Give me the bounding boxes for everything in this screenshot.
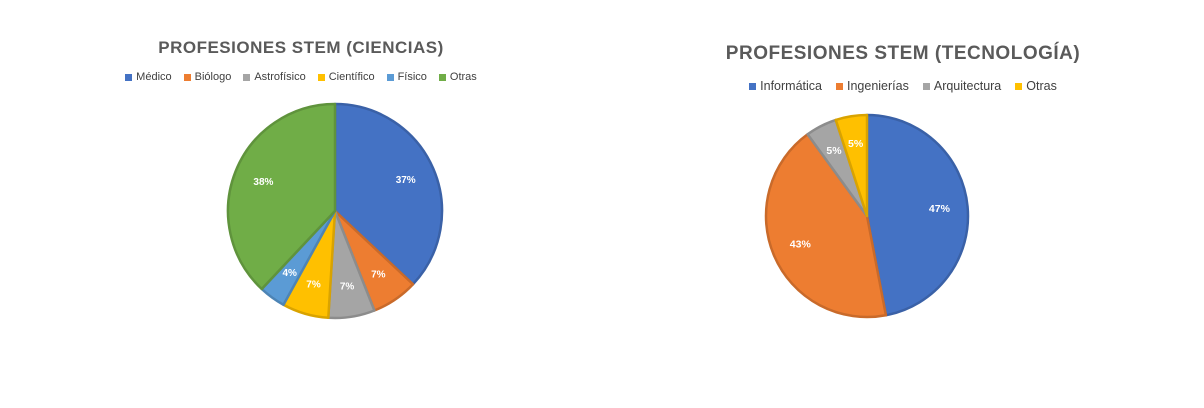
legend-item-otras: Otras — [1015, 79, 1057, 93]
legend-item-medico: Médico — [125, 71, 172, 83]
legend-swatch — [922, 82, 930, 90]
legend-item-biologo: Biólogo — [183, 71, 232, 83]
data-label-otras: 5% — [848, 138, 864, 150]
data-label-biologo: 7% — [371, 269, 386, 280]
legend-swatch — [243, 73, 251, 81]
legend-swatch — [386, 73, 394, 81]
pie-slice-medico — [333, 102, 444, 286]
legend-label: Biólogo — [194, 71, 232, 83]
pie-slice-otras — [834, 113, 869, 218]
data-label-astrofisico: 7% — [340, 282, 355, 293]
legend-label: Médico — [136, 71, 172, 83]
legend-item-astrofisico: Astrofísico — [243, 71, 306, 83]
legend-swatch — [317, 73, 325, 81]
data-label-fisico: 4% — [282, 268, 297, 279]
legend-item-otras: Otras — [438, 71, 477, 83]
legend-item-ingenierias: Ingenierías — [836, 79, 909, 93]
legend-swatch — [183, 73, 191, 81]
legend-item-fisico: Físico — [386, 71, 427, 83]
data-label-medico: 37% — [396, 175, 416, 186]
data-label-arquitectura: 5% — [826, 145, 842, 157]
legend-swatch — [1015, 82, 1023, 90]
legend-swatch — [438, 73, 446, 81]
legend-swatch — [836, 82, 843, 90]
legend-item-informatica: Informática — [749, 79, 822, 93]
legend-swatch — [125, 73, 133, 81]
legend-label: Astrofísico — [254, 71, 306, 83]
legend-label: Otras — [1026, 79, 1057, 93]
pie-slice-ingenierias — [764, 133, 888, 319]
data-label-ingenierias: 43% — [790, 239, 812, 251]
chart-ciencias: 37% 7% 7% 7% 4% 38% PROFESIONES STEM (CIENCIA… — [0, 38, 602, 320]
pie-slice-informatica — [865, 113, 970, 317]
legend: Informática Ingenierías Arquitectura Otras — [602, 79, 1204, 93]
legend-label: Arquitectura — [933, 79, 1002, 93]
data-label-informatica: 47% — [929, 203, 951, 215]
legend-label: Físico — [397, 71, 427, 83]
pie-slice-otras — [226, 102, 337, 291]
legend-label: Ingenierías — [847, 79, 909, 93]
legend-label: Informática — [760, 79, 822, 93]
data-label-cientifico: 7% — [306, 280, 321, 291]
legend: Médico Biólogo Astrofísico Científico Físico… — [0, 71, 602, 83]
pie-tecnologia: 47% 43% 5% 5% — [764, 113, 970, 319]
chart-title: PROFESIONES STEM (TECNOLOGÍA) — [725, 43, 1081, 64]
data-label-otras: 38% — [253, 177, 273, 188]
chart-tecnologia: 47% 43% 5% 5% PROFESIONES STEM (TECNOLOGÍA)… — [602, 0, 1204, 408]
pie-ciencias: 37% 7% 7% 7% 4% 38% — [226, 102, 444, 320]
legend-item-arquitectura: Arquitectura — [922, 79, 1002, 93]
legend-label: Científico — [328, 71, 375, 83]
legend-item-cientifico: Científico — [317, 71, 375, 83]
legend-label: Otras — [449, 71, 477, 83]
legend-swatch — [749, 82, 757, 90]
chart-title: PROFESIONES STEM (CIENCIAS) — [158, 38, 444, 57]
